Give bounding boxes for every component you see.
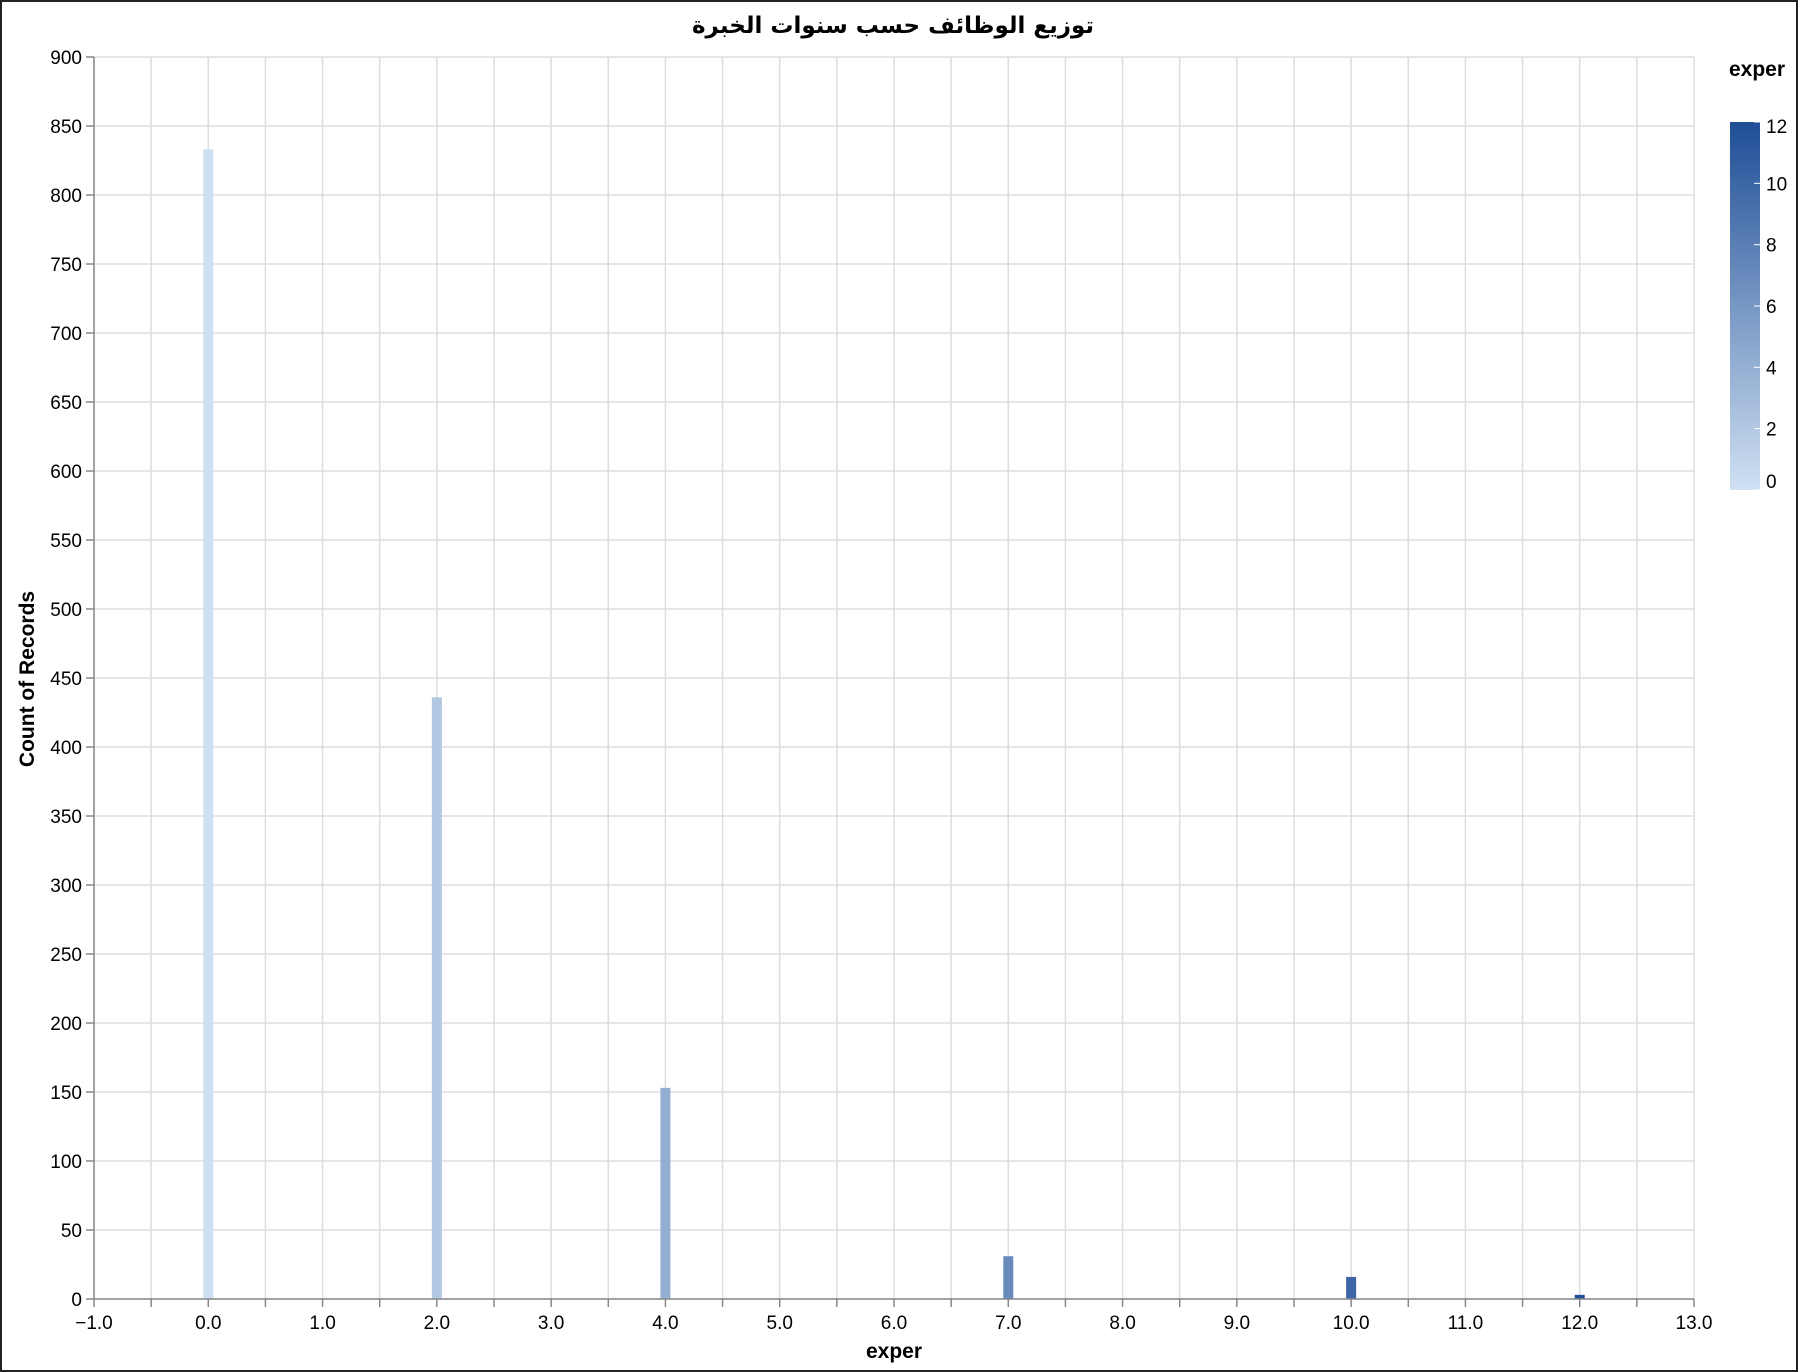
x-tick-label: −1.0 xyxy=(75,1313,113,1334)
chart-title: توزيع الوظائف حسب سنوات الخبرة xyxy=(692,13,1094,39)
x-tick-label: 4.0 xyxy=(652,1313,678,1334)
x-tick-label: 6.0 xyxy=(881,1313,907,1334)
legend-title: exper xyxy=(1729,58,1785,81)
bar-exper-2[interactable] xyxy=(431,697,442,1299)
bar-exper-4[interactable] xyxy=(660,1087,671,1299)
legend-tick-label: 8 xyxy=(1766,236,1777,257)
y-tick-label: 0 xyxy=(71,1290,82,1311)
x-axis-title: exper xyxy=(866,1340,922,1363)
x-tick-label: 13.0 xyxy=(1676,1313,1713,1334)
y-tick-label: 600 xyxy=(50,462,82,483)
grid-layer xyxy=(93,56,1695,1300)
x-tick-label: 11.0 xyxy=(1448,1313,1484,1334)
legend-layer: 0 2 4 6 8 10 12 xyxy=(1730,117,1787,493)
y-tick-label: 350 xyxy=(50,807,82,828)
legend-tick-label: 0 xyxy=(1766,472,1777,493)
legend-tick-label: 6 xyxy=(1766,297,1777,318)
x-tick-label: 2.0 xyxy=(424,1313,450,1334)
legend-tick-label: 4 xyxy=(1766,358,1777,379)
x-tick-label: 1.0 xyxy=(309,1313,335,1334)
x-tick-label: 8.0 xyxy=(1109,1313,1135,1334)
y-tick-label: 150 xyxy=(50,1083,82,1104)
y-tick-label: 650 xyxy=(50,393,82,414)
y-axis-title: Count of Records xyxy=(16,591,39,767)
x-tick-label: 7.0 xyxy=(995,1313,1021,1334)
y-tick-label: 900 xyxy=(50,48,82,69)
y-tick-label: 200 xyxy=(50,1014,82,1035)
y-tick-label: 500 xyxy=(50,600,82,621)
y-tick-label: 400 xyxy=(50,738,82,759)
bar-exper-10[interactable] xyxy=(1346,1276,1357,1299)
x-tick-label: 3.0 xyxy=(538,1313,564,1334)
bars-layer xyxy=(203,149,1585,1300)
bar-exper-7[interactable] xyxy=(1003,1256,1014,1299)
x-tick-label: 5.0 xyxy=(767,1313,793,1334)
y-tick-label: 50 xyxy=(61,1221,82,1242)
y-tick-label: 750 xyxy=(50,255,82,276)
x-tick-label: 0.0 xyxy=(195,1313,221,1334)
x-tick-label: 10.0 xyxy=(1333,1313,1370,1334)
y-tick-label: 700 xyxy=(50,324,82,345)
x-tick-label: 12.0 xyxy=(1561,1313,1598,1334)
legend-tick-label: 10 xyxy=(1766,174,1787,195)
bar-exper-0[interactable] xyxy=(203,149,214,1300)
axes-layer: 0 50 100 150 200 250 300 350 400 450 500 550 600 650 7… xyxy=(50,48,1712,1334)
y-tick-label: 550 xyxy=(50,531,82,552)
bar-exper-12[interactable] xyxy=(1574,1294,1585,1299)
y-tick-label: 100 xyxy=(50,1152,82,1173)
legend-tick-label: 2 xyxy=(1766,420,1777,441)
y-tick-label: 850 xyxy=(50,117,82,138)
y-tick-label: 450 xyxy=(50,669,82,690)
y-tick-label: 300 xyxy=(50,876,82,897)
legend-tick-label: 12 xyxy=(1766,117,1787,138)
y-tick-label: 800 xyxy=(50,186,82,207)
x-tick-label: 9.0 xyxy=(1224,1313,1250,1334)
y-tick-label: 250 xyxy=(50,945,82,966)
